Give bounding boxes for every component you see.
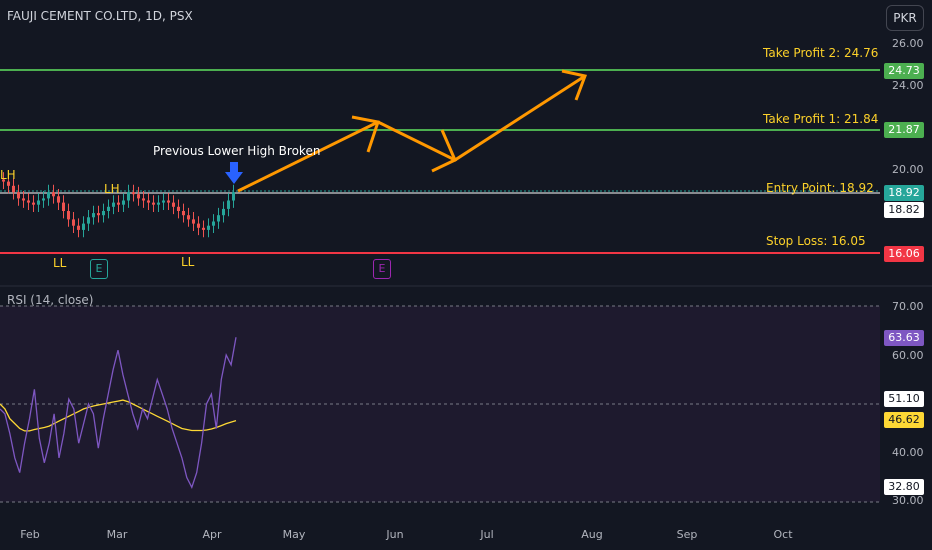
price-tick-20: 20.00	[892, 163, 924, 176]
candle-body	[7, 181, 10, 186]
candle-body	[112, 202, 115, 207]
take-profit-2-label: Take Profit 2: 24.76	[763, 46, 879, 60]
rsi-lower-tag: 32.80	[884, 479, 924, 495]
candle-body	[142, 198, 145, 201]
take-profit-1-label: Take Profit 1: 21.84	[763, 112, 879, 126]
candle-body	[47, 192, 50, 199]
price-tick-26: 26.00	[892, 37, 924, 50]
rsi-title[interactable]: RSI (14, close)	[7, 293, 94, 307]
candle-body	[87, 217, 90, 224]
rsi-upper-tag: 51.10	[884, 391, 924, 407]
candle-body	[132, 192, 135, 195]
candle-body	[17, 192, 20, 199]
time-tick-sep: Sep	[676, 528, 698, 541]
candle-body	[137, 194, 140, 199]
prev-close-tag: 18.82	[884, 202, 924, 218]
time-tick-mar: Mar	[106, 528, 128, 541]
lower-low-label-1: LL	[53, 256, 67, 270]
candle-body	[122, 200, 125, 205]
candle-body	[232, 192, 235, 201]
candle-body	[152, 202, 155, 205]
time-tick-feb: Feb	[20, 528, 40, 541]
candle-body	[217, 215, 220, 222]
lower-high-label-2: LH	[104, 182, 120, 196]
time-tick-jul: Jul	[480, 528, 494, 541]
candle-body	[197, 223, 200, 228]
earnings-marker-2[interactable]: E	[373, 259, 391, 279]
candle-body	[162, 200, 165, 203]
candle-body	[167, 200, 170, 203]
candlestick-series	[2, 172, 235, 238]
candle-body	[107, 206, 110, 211]
rsi-line	[0, 337, 237, 489]
rsi-value-tag: 63.63	[884, 330, 924, 346]
candle-body	[12, 185, 15, 193]
time-tick-oct: Oct	[773, 528, 793, 541]
candle-body	[157, 202, 160, 205]
candle-body	[102, 211, 105, 216]
candle-body	[92, 213, 95, 218]
projection-arrowhead-1	[351, 115, 380, 153]
chart-title: FAUJI CEMENT CO.LTD, 1D, PSX	[7, 9, 193, 23]
lower-low-label-2: LL	[181, 255, 195, 269]
candle-body	[67, 211, 70, 220]
candle-body	[72, 219, 75, 226]
tp2-price-tag: 24.73	[884, 63, 924, 79]
rsi-tick-60: 60.00	[892, 349, 924, 362]
projection-arrowhead-3	[561, 69, 588, 101]
candle-body	[117, 202, 120, 205]
stop-loss-label: Stop Loss: 16.05	[766, 234, 866, 248]
candle-body	[37, 200, 40, 205]
candle-body	[57, 196, 60, 203]
projection-arrowhead-2	[431, 129, 457, 173]
candle-body	[182, 211, 185, 216]
last-price-tag: 18.92	[884, 185, 924, 201]
stop-price-tag: 16.06	[884, 246, 924, 262]
time-tick-apr: Apr	[202, 528, 222, 541]
candle-body	[147, 200, 150, 203]
candle-body	[97, 213, 100, 216]
candle-body	[212, 221, 215, 226]
candle-body	[27, 200, 30, 203]
candle-body	[177, 206, 180, 211]
rsi-tick-30: 30.00	[892, 494, 924, 507]
time-tick-may: May	[282, 528, 306, 541]
currency-button[interactable]: PKR	[886, 5, 924, 31]
candle-body	[172, 202, 175, 207]
candle-body	[227, 200, 230, 209]
breakout-arrow-icon	[225, 162, 243, 184]
breakout-label: Previous Lower High Broken	[153, 144, 321, 158]
rsi-tick-40: 40.00	[892, 446, 924, 459]
candle-body	[127, 192, 130, 201]
rsi-tick-70: 70.00	[892, 300, 924, 313]
price-tick-24: 24.00	[892, 79, 924, 92]
rsi-series	[0, 337, 237, 489]
candle-body	[192, 219, 195, 224]
tp1-price-tag: 21.87	[884, 122, 924, 138]
projection-path[interactable]	[237, 74, 586, 193]
rsi-ma-line	[0, 399, 237, 432]
candle-body	[222, 208, 225, 216]
candle-body	[82, 223, 85, 230]
candle-body	[22, 198, 25, 201]
rsi-ma-tag: 46.62	[884, 412, 924, 428]
time-tick-aug: Aug	[581, 528, 603, 541]
candle-body	[202, 227, 205, 230]
time-tick-jun: Jun	[386, 528, 404, 541]
candle-body	[52, 192, 55, 197]
candle-body	[187, 215, 190, 220]
candle-body	[207, 225, 210, 230]
candle-body	[42, 198, 45, 201]
candle-body	[62, 202, 65, 211]
candle-body	[32, 202, 35, 205]
candle-body	[77, 225, 80, 230]
earnings-marker-1[interactable]: E	[90, 259, 108, 279]
lower-high-label-1: LH	[0, 168, 16, 182]
candle-body	[2, 179, 5, 182]
entry-point-label: Entry Point: 18.92	[766, 181, 874, 195]
